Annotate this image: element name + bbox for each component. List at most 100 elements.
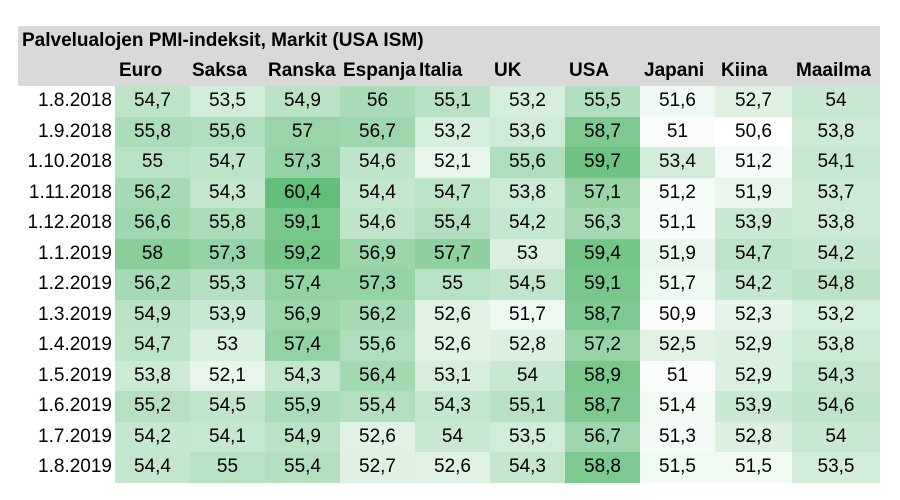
column-header: Ranska xyxy=(268,60,336,81)
column-header: Maailma xyxy=(796,60,871,81)
heatmap-cell: 52,8 xyxy=(490,330,565,361)
heatmap-cell: 52,6 xyxy=(415,452,490,483)
heatmap-cell: 54,3 xyxy=(792,360,880,391)
column-header: Euro xyxy=(119,60,163,81)
heatmap-cell: 51,2 xyxy=(715,147,792,178)
column-header: Kiina xyxy=(721,60,768,81)
heatmap-cell: 60,4 xyxy=(265,177,340,208)
heatmap-cell: 53,1 xyxy=(415,360,490,391)
title-background xyxy=(18,26,880,56)
heatmap-cell: 54,6 xyxy=(792,391,880,422)
heatmap-cell: 54,7 xyxy=(115,86,190,117)
row-label: 1.3.2019 xyxy=(38,303,112,325)
heatmap-cell: 56,9 xyxy=(265,299,340,330)
heatmap-cell: 51 xyxy=(640,360,715,391)
heatmap-cell: 59,2 xyxy=(265,238,340,269)
heatmap-cell: 56,2 xyxy=(115,269,190,300)
heatmap-cell: 53,5 xyxy=(190,86,265,117)
row-label: 1.9.2018 xyxy=(38,120,112,142)
column-header: USA xyxy=(569,60,610,81)
heatmap-cell: 56,3 xyxy=(565,208,640,239)
heatmap-cell: 54,2 xyxy=(115,421,190,452)
heatmap-cell: 54,8 xyxy=(792,269,880,300)
heatmap-cell: 51,1 xyxy=(640,208,715,239)
heatmap-cell: 54 xyxy=(792,86,880,117)
heatmap-cell: 51,5 xyxy=(715,452,792,483)
heatmap-cell: 56,7 xyxy=(565,421,640,452)
heatmap-cell: 59,4 xyxy=(565,238,640,269)
row-label: 1.6.2019 xyxy=(38,395,112,416)
heatmap-cell: 53,5 xyxy=(490,421,565,452)
heatmap-cell: 55,9 xyxy=(265,391,340,422)
heatmap-cell: 54,7 xyxy=(715,238,792,269)
row-label: 1.11.2018 xyxy=(28,181,112,203)
row-label: 1.2.2019 xyxy=(38,273,112,294)
heatmap-cell: 53,9 xyxy=(715,391,792,422)
heatmap-cell: 53,2 xyxy=(490,86,565,117)
heatmap-cell: 51 xyxy=(640,116,715,147)
heatmap-cell: 53,5 xyxy=(792,452,880,483)
heatmap-cell: 53 xyxy=(190,330,265,361)
heatmap-cell: 52,1 xyxy=(415,147,490,178)
heatmap-cell: 54,7 xyxy=(415,177,490,208)
heatmap-cell: 52,8 xyxy=(715,421,792,452)
heatmap-cell: 55,4 xyxy=(415,208,490,239)
heatmap-cell: 53,9 xyxy=(190,299,265,330)
heatmap-cell: 54,6 xyxy=(340,208,415,239)
heatmap-cell: 56,6 xyxy=(115,208,190,239)
column-header: Saksa xyxy=(192,60,247,81)
heatmap-cell: 51,4 xyxy=(640,391,715,422)
heatmap-cell: 54,2 xyxy=(792,238,880,269)
heatmap-cell: 55,4 xyxy=(340,391,415,422)
heatmap-cell: 53,8 xyxy=(792,208,880,239)
heatmap-cell: 54,1 xyxy=(792,147,880,178)
column-header: UK xyxy=(494,60,522,81)
heatmap-cell: 57,1 xyxy=(565,177,640,208)
heatmap-cell: 52,6 xyxy=(415,330,490,361)
heatmap-cell: 54,3 xyxy=(265,360,340,391)
heatmap-cell: 53,8 xyxy=(490,177,565,208)
heatmap-cell: 57,7 xyxy=(415,238,490,269)
heatmap-cell: 53,9 xyxy=(715,208,792,239)
column-header: Espanja xyxy=(343,60,416,81)
heatmap-cell: 51,5 xyxy=(640,452,715,483)
heatmap-cell: 54,1 xyxy=(190,421,265,452)
heatmap-cell: 55,1 xyxy=(415,86,490,117)
heatmap-cell: 52,7 xyxy=(340,452,415,483)
heatmap-cell: 53,6 xyxy=(490,116,565,147)
heatmap-cell: 54,4 xyxy=(115,452,190,483)
heatmap-cell: 52,6 xyxy=(415,299,490,330)
heatmap-cell: 56,2 xyxy=(340,299,415,330)
chart-title: Palvelualojen PMI-indeksit, Markit (USA … xyxy=(22,30,424,51)
heatmap-cell: 51,6 xyxy=(640,86,715,117)
heatmap-cell: 52,7 xyxy=(715,86,792,117)
heatmap-cell: 54,5 xyxy=(190,391,265,422)
heatmap-cell: 54 xyxy=(490,360,565,391)
header-background xyxy=(18,56,880,86)
heatmap-cell: 56,2 xyxy=(115,177,190,208)
heatmap-cell: 55,6 xyxy=(490,147,565,178)
heatmap-cell: 52,1 xyxy=(190,360,265,391)
heatmap-cell: 54 xyxy=(415,421,490,452)
heatmap-cell: 53 xyxy=(490,238,565,269)
heatmap-cell: 51,7 xyxy=(640,269,715,300)
heatmap-cell: 55,4 xyxy=(265,452,340,483)
heatmap-cell: 54,2 xyxy=(715,269,792,300)
row-label: 1.7.2019 xyxy=(38,425,112,447)
heatmap-cell: 55 xyxy=(115,147,190,178)
heatmap-cell: 55,8 xyxy=(190,208,265,239)
heatmap-cell: 54,4 xyxy=(340,177,415,208)
heatmap-cell: 52,9 xyxy=(715,330,792,361)
heatmap-cell: 57,3 xyxy=(190,238,265,269)
row-label: 1.10.2018 xyxy=(27,151,112,172)
heatmap-cell: 55,6 xyxy=(340,330,415,361)
heatmap-cell: 55,3 xyxy=(190,269,265,300)
heatmap-cell: 58,9 xyxy=(565,360,640,391)
heatmap-cell: 55,1 xyxy=(490,391,565,422)
heatmap-cell: 58,8 xyxy=(565,452,640,483)
heatmap-cell: 58,7 xyxy=(565,391,640,422)
heatmap-cell: 53,2 xyxy=(415,116,490,147)
heatmap-cell: 56,9 xyxy=(340,238,415,269)
heatmap-cell: 51,3 xyxy=(640,421,715,452)
